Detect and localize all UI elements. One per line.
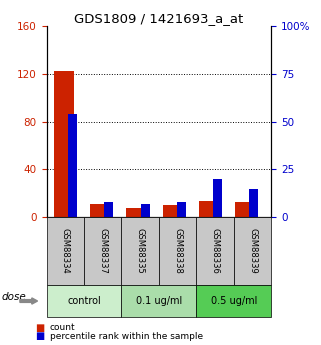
Bar: [213, 179, 222, 217]
Text: GSM88337: GSM88337: [98, 228, 107, 274]
Bar: [235, 202, 255, 217]
Bar: [163, 205, 183, 217]
Text: GSM88336: GSM88336: [211, 228, 220, 274]
Bar: [104, 202, 113, 217]
Text: GSM88334: GSM88334: [61, 228, 70, 274]
Bar: [177, 202, 186, 217]
Bar: [199, 200, 219, 217]
Bar: [90, 204, 110, 217]
Bar: [249, 189, 258, 217]
Text: control: control: [67, 296, 101, 306]
Text: GSM88338: GSM88338: [173, 228, 182, 274]
Text: 0.5 ug/ml: 0.5 ug/ml: [211, 296, 257, 306]
Text: GSM88339: GSM88339: [248, 228, 257, 274]
Text: count: count: [50, 323, 75, 332]
Bar: [54, 71, 74, 217]
Text: percentile rank within the sample: percentile rank within the sample: [50, 332, 203, 341]
Text: ■: ■: [35, 323, 45, 333]
Text: ■: ■: [35, 332, 45, 341]
Bar: [141, 204, 150, 217]
Text: GSM88335: GSM88335: [136, 228, 145, 274]
Text: 0.1 ug/ml: 0.1 ug/ml: [136, 296, 182, 306]
Bar: [68, 114, 77, 217]
Bar: [126, 208, 146, 217]
Text: dose: dose: [2, 292, 26, 302]
Title: GDS1809 / 1421693_a_at: GDS1809 / 1421693_a_at: [74, 12, 244, 25]
